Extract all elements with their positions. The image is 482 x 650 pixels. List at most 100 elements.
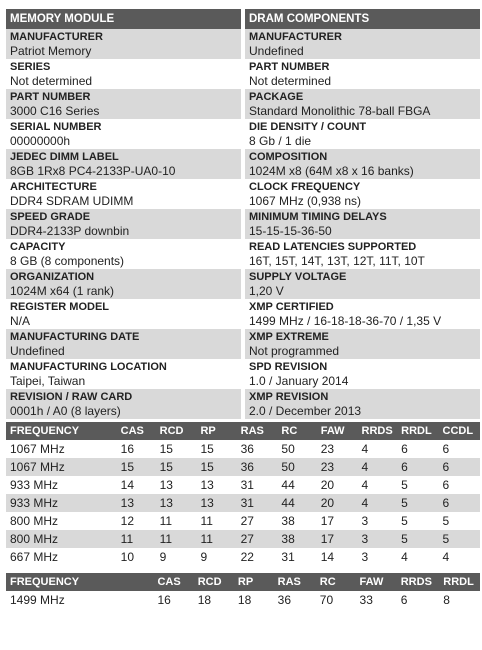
table-row: 1067 MHz 16 15 15 36 50 23 4 6 6 — [6, 440, 480, 458]
info-columns: MEMORY MODULE MANUFACTURER Patriot Memory… — [6, 9, 480, 419]
table-row: 933 MHz 14 13 13 31 44 20 4 5 6 — [6, 476, 480, 494]
field-label: REGISTER MODEL — [10, 301, 110, 313]
info-field: ARCHITECTURE DDR4 SDRAM UDIMM — [6, 179, 241, 209]
field-value: Not determined — [10, 74, 93, 88]
table-cell: 4 — [357, 458, 398, 476]
field-label: SERIES — [10, 61, 51, 73]
table-cell: 5 — [397, 476, 439, 494]
table-cell: 44 — [277, 494, 317, 512]
table-cell: 1067 MHz — [6, 440, 117, 458]
column-header: RAS — [273, 573, 316, 591]
table-cell: 9 — [196, 548, 237, 566]
table-cell: 13 — [116, 494, 156, 512]
field-value: Patriot Memory — [10, 44, 92, 58]
table-cell: 4 — [357, 476, 398, 494]
info-field: PART NUMBER 3000 C16 Series — [6, 89, 241, 119]
table-cell: 15 — [196, 458, 237, 476]
field-label: SUPPLY VOLTAGE — [249, 271, 347, 283]
table-cell: 667 MHz — [6, 548, 117, 566]
dram-components-header: DRAM COMPONENTS — [245, 9, 480, 29]
table-cell: 12 — [116, 512, 156, 530]
field-value: DDR4-2133P downbin — [10, 224, 130, 238]
table-cell: 4 — [438, 548, 480, 566]
table-cell: 38 — [277, 512, 317, 530]
info-field: PART NUMBER Not determined — [245, 59, 480, 89]
table-row: 800 MHz 12 11 11 27 38 17 3 5 5 — [6, 512, 480, 530]
table-cell: 10 — [116, 548, 156, 566]
table-cell: 33 — [355, 591, 397, 609]
field-label: SERIAL NUMBER — [10, 121, 102, 133]
info-field: ORGANIZATION 1024M x64 (1 rank) — [6, 269, 241, 299]
table-cell: 27 — [236, 530, 278, 548]
table-cell: 27 — [236, 512, 278, 530]
field-label: XMP CERTIFIED — [249, 301, 334, 313]
spd-report: MEMORY MODULE MANUFACTURER Patriot Memory… — [6, 0, 480, 609]
table-cell: 6 — [438, 440, 480, 458]
field-label: PART NUMBER — [10, 91, 91, 103]
table-header-row: FREQUENCY CAS RCD RP RAS RC FAW RRDS RRDL — [6, 573, 480, 591]
column-header: RAS — [236, 422, 278, 440]
table-cell: 6 — [396, 591, 440, 609]
table-row: 1067 MHz 15 15 15 36 50 23 4 6 6 — [6, 458, 480, 476]
dram-components-list: MANUFACTURER Undefined PART NUMBER Not dete… — [245, 29, 480, 419]
info-field: MINIMUM TIMING DELAYS 15-15-15-36-50 — [245, 209, 480, 239]
field-label: REVISION / RAW CARD — [10, 391, 133, 403]
column-header: CAS — [153, 573, 194, 591]
column-header: FAW — [355, 573, 397, 591]
memory-module-column: MEMORY MODULE MANUFACTURER Patriot Memory… — [6, 9, 241, 419]
table-cell: 14 — [316, 548, 358, 566]
field-value: Not determined — [249, 74, 332, 88]
table-cell: 6 — [438, 494, 480, 512]
field-label: MANUFACTURER — [10, 31, 103, 43]
table-cell: 4 — [357, 494, 398, 512]
info-field: PACKAGE Standard Monolithic 78-ball FBGA — [245, 89, 480, 119]
info-field: REGISTER MODEL N/A — [6, 299, 241, 329]
info-field: SUPPLY VOLTAGE 1,20 V — [245, 269, 480, 299]
field-value: Undefined — [10, 344, 65, 358]
info-field: XMP EXTREME Not programmed — [245, 329, 480, 359]
info-field: SERIAL NUMBER 00000000h — [6, 119, 241, 149]
table-row: 800 MHz 11 11 11 27 38 17 3 5 5 — [6, 530, 480, 548]
table-cell: 20 — [316, 494, 358, 512]
column-header: RP — [196, 422, 237, 440]
table-cell: 11 — [196, 530, 237, 548]
field-value: Not programmed — [249, 344, 340, 358]
table-cell: 800 MHz — [6, 530, 117, 548]
table-cell: 36 — [236, 458, 278, 476]
table-cell: 16 — [116, 440, 156, 458]
table-cell: 31 — [236, 476, 278, 494]
field-label: JEDEC DIMM LABEL — [10, 151, 119, 163]
field-value: 1024M x64 (1 rank) — [10, 284, 115, 298]
info-field: XMP CERTIFIED 1499 MHz / 16-18-18-36-70 /… — [245, 299, 480, 329]
field-value: 1067 MHz (0,938 ns) — [249, 194, 362, 208]
table-cell: 5 — [438, 530, 480, 548]
table-row: 1499 MHz 16 18 18 36 70 33 6 8 — [6, 591, 480, 609]
field-label: COMPOSITION — [249, 151, 328, 163]
info-field: SPEED GRADE DDR4-2133P downbin — [6, 209, 241, 239]
table-cell: 15 — [196, 440, 237, 458]
table-cell: 6 — [438, 476, 480, 494]
field-label: PART NUMBER — [249, 61, 330, 73]
table-cell: 15 — [155, 440, 197, 458]
memory-module-header: MEMORY MODULE — [6, 9, 241, 29]
field-label: XMP EXTREME — [249, 331, 329, 343]
column-header: RRDS — [357, 422, 398, 440]
field-value: 8 GB (8 components) — [10, 254, 125, 268]
field-value: 1.0 / January 2014 — [249, 374, 349, 388]
info-field: CLOCK FREQUENCY 1067 MHz (0,938 ns) — [245, 179, 480, 209]
table-cell: 5 — [397, 512, 439, 530]
field-label: ORGANIZATION — [10, 271, 95, 283]
table-cell: 18 — [233, 591, 274, 609]
table-cell: 11 — [116, 530, 156, 548]
field-value: 16T, 15T, 14T, 13T, 12T, 11T, 10T — [249, 254, 425, 268]
field-label: MANUFACTURING DATE — [10, 331, 140, 343]
column-header: RCD — [155, 422, 197, 440]
table-cell: 44 — [277, 476, 317, 494]
info-field: JEDEC DIMM LABEL 8GB 1Rx8 PC4-2133P-UA0-1… — [6, 149, 241, 179]
column-header: RRDL — [397, 422, 439, 440]
field-label: MANUFACTURER — [249, 31, 342, 43]
table-cell: 36 — [236, 440, 278, 458]
field-value: 15-15-15-36-50 — [249, 224, 332, 238]
field-label: SPEED GRADE — [10, 211, 91, 223]
table-cell: 933 MHz — [6, 494, 117, 512]
